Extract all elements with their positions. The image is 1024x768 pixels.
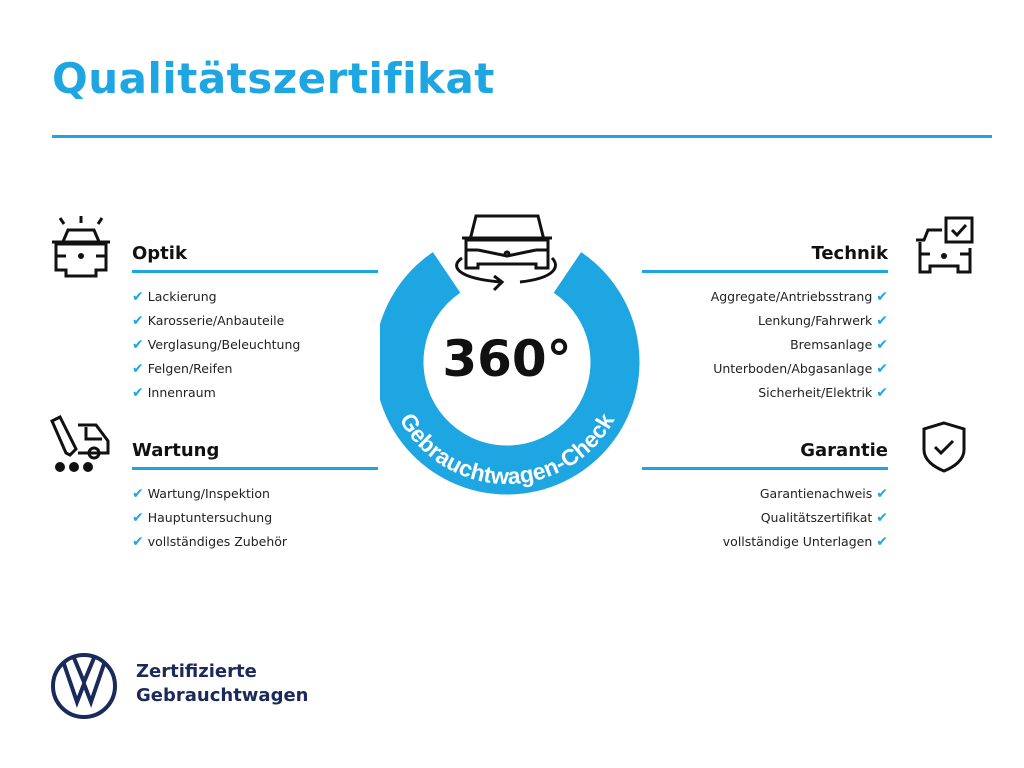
brand-line-1: Zertifizierte — [136, 661, 257, 682]
check-item: ✔ vollständiges Zubehör — [132, 530, 378, 554]
checkmark-icon: ✔ — [876, 534, 888, 550]
check-item: ✔ Hauptuntersuchung — [132, 506, 378, 530]
car-checkbox-icon — [916, 216, 974, 274]
check-item-label: Verglasung/Beleuchtung — [147, 337, 301, 352]
section-divider — [642, 270, 888, 273]
check-item: ✔ Lackierung — [132, 285, 378, 309]
shield-check-icon — [922, 421, 966, 473]
check-item: Lenkung/Fahrwerk ✔ — [642, 309, 888, 333]
brand-line-2: Gebrauchtwagen — [136, 685, 309, 706]
checkmark-icon: ✔ — [132, 313, 144, 329]
check-item-label: Felgen/Reifen — [147, 361, 233, 376]
service-car-icon — [50, 415, 110, 472]
section-technik: Technik Aggregate/Antriebsstrang ✔ Lenkung… — [642, 240, 888, 405]
car-rotate-icon — [455, 214, 557, 292]
section-wartung: Wartung ✔ Wartung/Inspektion ✔ Hauptuntersu… — [132, 437, 378, 554]
section-divider — [642, 467, 888, 470]
check-item-label: Hauptuntersuchung — [147, 510, 273, 525]
section-garantie: Garantie Garantienachweis ✔ Qualitätszerti… — [642, 437, 888, 554]
check-item: ✔ Verglasung/Beleuchtung — [132, 333, 378, 357]
section-title: Technik — [811, 243, 888, 264]
checkmark-icon: ✔ — [132, 486, 144, 502]
checkmark-icon: ✔ — [132, 337, 144, 353]
check-item-label: Qualitätszertifikat — [760, 510, 873, 525]
checkmark-icon: ✔ — [132, 534, 144, 550]
checkmark-icon: ✔ — [132, 289, 144, 305]
badge-ring — [380, 252, 640, 495]
check-item: Qualitätszertifikat ✔ — [642, 506, 888, 530]
checkmark-icon: ✔ — [876, 510, 888, 526]
page-title: Qualitätszertifikat — [52, 54, 495, 103]
checkmark-icon: ✔ — [876, 385, 888, 401]
check-item-label: Unterboden/Abgasanlage — [713, 361, 873, 376]
section-title: Wartung — [132, 440, 220, 461]
check-item: Bremsanlage ✔ — [642, 333, 888, 357]
check-item: ✔ Innenraum — [132, 381, 378, 405]
checkmark-icon: ✔ — [876, 337, 888, 353]
check-item: Garantienachweis ✔ — [642, 482, 888, 506]
checkmark-icon: ✔ — [132, 510, 144, 526]
check-item-label: Bremsanlage — [790, 337, 873, 352]
check-item-label: Karosserie/Anbauteile — [147, 313, 285, 328]
check-item: Sicherheit/Elektrik ✔ — [642, 381, 888, 405]
check-item-label: Innenraum — [147, 385, 216, 400]
check-item: ✔ Wartung/Inspektion — [132, 482, 378, 506]
badge-value: 360° — [442, 330, 571, 388]
check-item: Unterboden/Abgasanlage ✔ — [642, 357, 888, 381]
section-divider — [132, 270, 378, 273]
check-item: ✔ Karosserie/Anbauteile — [132, 309, 378, 333]
check-item-label: Wartung/Inspektion — [147, 486, 270, 501]
check-item: Aggregate/Antriebsstrang ✔ — [642, 285, 888, 309]
section-title: Optik — [132, 243, 187, 264]
vw-logo — [51, 653, 117, 719]
checkmark-icon: ✔ — [876, 313, 888, 329]
check-item-label: Aggregate/Antriebsstrang — [710, 289, 873, 304]
check-item-label: vollständige Unterlagen — [722, 534, 873, 549]
checkmark-icon: ✔ — [876, 289, 888, 305]
check-item: ✔ Felgen/Reifen — [132, 357, 378, 381]
checkmark-icon: ✔ — [132, 361, 144, 377]
car-lights-icon — [52, 216, 110, 278]
check-item-label: Lackierung — [147, 289, 217, 304]
brand-text: Zertifizierte Gebrauchtwagen — [136, 660, 308, 708]
check-item-label: Lenkung/Fahrwerk — [758, 313, 873, 328]
section-divider — [132, 467, 378, 470]
360-check-badge: 360° Gebrauchtwagen-Check — [380, 214, 640, 495]
check-item-label: Sicherheit/Elektrik — [758, 385, 873, 400]
section-title: Garantie — [800, 440, 888, 461]
title-divider — [52, 135, 992, 138]
checkmark-icon: ✔ — [132, 385, 144, 401]
check-item: vollständige Unterlagen ✔ — [642, 530, 888, 554]
checkmark-icon: ✔ — [876, 361, 888, 377]
checkmark-icon: ✔ — [876, 486, 888, 502]
check-item-label: vollständiges Zubehör — [147, 534, 288, 549]
section-optik: Optik ✔ Lackierung ✔ Karosserie/Anbauteile ✔… — [132, 240, 378, 405]
check-item-label: Garantienachweis — [759, 486, 873, 501]
